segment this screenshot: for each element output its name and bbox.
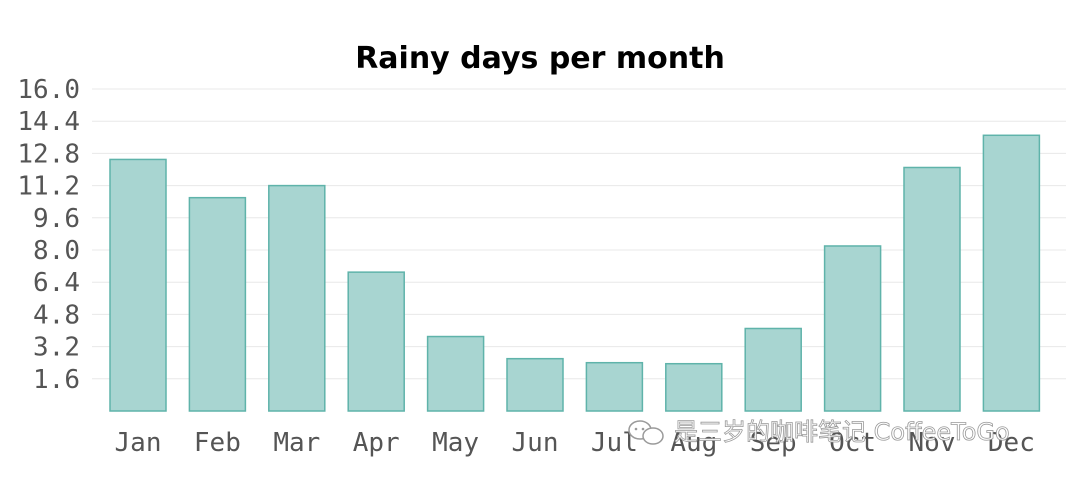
x-tick-label: Nov [909,428,956,458]
bar-sep [744,327,802,412]
y-tick-label: 16.0 [17,75,80,105]
x-tick-label: Feb [194,428,241,458]
chat-bubble-icon [628,420,664,445]
y-tick-label: 6.4 [33,268,80,298]
x-tick-label: Apr [353,428,400,458]
bar-aug [665,362,723,412]
bars [109,134,1041,412]
x-tick-label: Aug [670,428,717,458]
bar-jul [585,361,644,412]
x-tick-label: Dec [988,428,1035,458]
y-tick-label: 1.6 [33,365,80,395]
y-tick-label: 9.6 [33,204,80,234]
x-axis: Jan Feb Mar Apr May Jun Jul Aug Sep Oct Nov Dec [115,428,1035,458]
bar-nov [903,166,961,412]
bar-may [426,335,485,412]
bar-oct [823,245,882,412]
y-tick-label: 4.8 [33,300,80,330]
x-tick-label: Mar [273,428,320,458]
y-tick-label: 3.2 [33,333,80,363]
grid-lines [92,88,1066,380]
x-tick-label: May [432,428,479,458]
x-tick-label: Jun [512,428,559,458]
chart-title: Rainy days per month [355,41,725,76]
x-tick-label: Oct [829,428,876,458]
watermark: 是三岁的咖啡笔记 CoffeeToGo [628,418,1010,446]
bar-dec [982,134,1041,412]
y-tick-label: 8.0 [33,236,80,266]
bar-feb [188,196,247,412]
bar-mar [268,184,326,412]
bar-apr [347,271,405,412]
bar-jun [506,357,564,412]
y-tick-label: 11.2 [17,172,80,202]
y-tick-label: 14.4 [17,107,80,137]
watermark-text: 是三岁的咖啡笔记 CoffeeToGo [674,418,1010,446]
bar-jan [109,158,167,412]
x-tick-label: Jan [115,428,162,458]
x-tick-label: Sep [750,428,797,458]
y-tick-label: 12.8 [17,139,80,169]
y-axis: 1.63.24.86.48.09.611.212.814.416.0 [17,75,80,395]
